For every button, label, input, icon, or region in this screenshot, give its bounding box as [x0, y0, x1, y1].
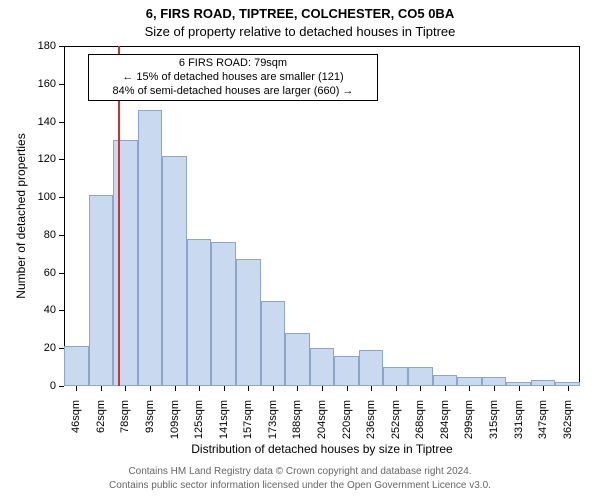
- histogram-bar: [64, 346, 89, 386]
- y-tick-mark: [59, 46, 64, 47]
- x-tick-mark: [371, 386, 372, 391]
- histogram-bar: [433, 375, 458, 386]
- histogram-bar: [138, 110, 163, 386]
- x-tick-mark: [519, 386, 520, 391]
- x-tick-label: 78sqm: [119, 400, 131, 450]
- x-tick-label: 347sqm: [537, 400, 549, 450]
- annotation-line: 84% of semi-detached houses are larger (…: [95, 85, 371, 99]
- histogram-bar: [113, 140, 138, 386]
- annotation-line: ← 15% of detached houses are smaller (12…: [95, 71, 371, 85]
- x-tick-label: 173sqm: [267, 400, 279, 450]
- histogram-bar: [408, 367, 433, 386]
- x-tick-mark: [396, 386, 397, 391]
- x-tick-label: 252sqm: [390, 400, 402, 450]
- chart-subtitle: Size of property relative to detached ho…: [0, 24, 600, 39]
- y-tick-label: 60: [30, 267, 56, 279]
- y-tick-label: 160: [30, 78, 56, 90]
- y-tick-label: 80: [30, 229, 56, 241]
- x-tick-mark: [347, 386, 348, 391]
- x-tick-label: 284sqm: [439, 400, 451, 450]
- histogram-bar: [334, 356, 359, 386]
- x-tick-mark: [76, 386, 77, 391]
- histogram-bar: [187, 239, 212, 386]
- x-tick-label: 220sqm: [341, 400, 353, 450]
- x-tick-mark: [101, 386, 102, 391]
- histogram-bar: [211, 242, 236, 386]
- x-tick-label: 109sqm: [169, 400, 181, 450]
- histogram-bar: [285, 333, 310, 386]
- x-tick-label: 157sqm: [242, 400, 254, 450]
- x-tick-label: 46sqm: [70, 400, 82, 450]
- y-tick-mark: [59, 159, 64, 160]
- y-axis-label: Number of detached properties: [14, 46, 28, 386]
- x-tick-label: 268sqm: [414, 400, 426, 450]
- x-tick-mark: [248, 386, 249, 391]
- histogram-bar: [555, 382, 580, 386]
- x-tick-mark: [445, 386, 446, 391]
- histogram-bar: [383, 367, 408, 386]
- x-tick-mark: [543, 386, 544, 391]
- x-tick-mark: [150, 386, 151, 391]
- x-tick-mark: [469, 386, 470, 391]
- y-tick-mark: [59, 235, 64, 236]
- x-tick-label: 315sqm: [488, 400, 500, 450]
- x-tick-label: 236sqm: [365, 400, 377, 450]
- annotation-box: 6 FIRS ROAD: 79sqm ← 15% of detached hou…: [88, 54, 378, 101]
- x-tick-mark: [322, 386, 323, 391]
- attribution-line: Contains HM Land Registry data © Crown c…: [0, 466, 600, 477]
- y-tick-label: 0: [30, 380, 56, 392]
- histogram-bar: [482, 377, 507, 386]
- chart-title: 6, FIRS ROAD, TIPTREE, COLCHESTER, CO5 0…: [0, 6, 600, 21]
- y-tick-mark: [59, 273, 64, 274]
- x-tick-mark: [273, 386, 274, 391]
- y-tick-label: 40: [30, 304, 56, 316]
- x-tick-label: 188sqm: [291, 400, 303, 450]
- x-tick-label: 141sqm: [218, 400, 230, 450]
- x-tick-mark: [125, 386, 126, 391]
- histogram-bar: [310, 348, 335, 386]
- histogram-bar: [531, 380, 556, 386]
- x-tick-label: 362sqm: [562, 400, 574, 450]
- x-tick-label: 93sqm: [144, 400, 156, 450]
- histogram-chart: 6, FIRS ROAD, TIPTREE, COLCHESTER, CO5 0…: [0, 0, 600, 500]
- x-tick-mark: [224, 386, 225, 391]
- y-tick-mark: [59, 386, 64, 387]
- x-tick-mark: [199, 386, 200, 391]
- histogram-bar: [236, 259, 261, 386]
- x-tick-mark: [494, 386, 495, 391]
- annotation-line: 6 FIRS ROAD: 79sqm: [95, 57, 371, 71]
- y-tick-label: 120: [30, 153, 56, 165]
- histogram-bar: [261, 301, 286, 386]
- x-tick-label: 331sqm: [513, 400, 525, 450]
- y-tick-label: 100: [30, 191, 56, 203]
- y-tick-label: 140: [30, 116, 56, 128]
- x-tick-label: 299sqm: [463, 400, 475, 450]
- x-tick-mark: [175, 386, 176, 391]
- histogram-bar: [359, 350, 384, 386]
- x-tick-label: 204sqm: [316, 400, 328, 450]
- x-tick-label: 62sqm: [95, 400, 107, 450]
- x-tick-mark: [568, 386, 569, 391]
- y-tick-mark: [59, 122, 64, 123]
- y-tick-label: 180: [30, 40, 56, 52]
- y-tick-mark: [59, 197, 64, 198]
- x-tick-mark: [297, 386, 298, 391]
- y-tick-mark: [59, 310, 64, 311]
- histogram-bar: [89, 195, 114, 386]
- histogram-bar: [457, 377, 482, 386]
- x-tick-label: 125sqm: [193, 400, 205, 450]
- y-tick-label: 20: [30, 342, 56, 354]
- histogram-bar: [162, 156, 187, 386]
- histogram-bar: [506, 382, 531, 386]
- attribution-line: Contains public sector information licen…: [0, 480, 600, 491]
- y-tick-mark: [59, 84, 64, 85]
- x-tick-mark: [420, 386, 421, 391]
